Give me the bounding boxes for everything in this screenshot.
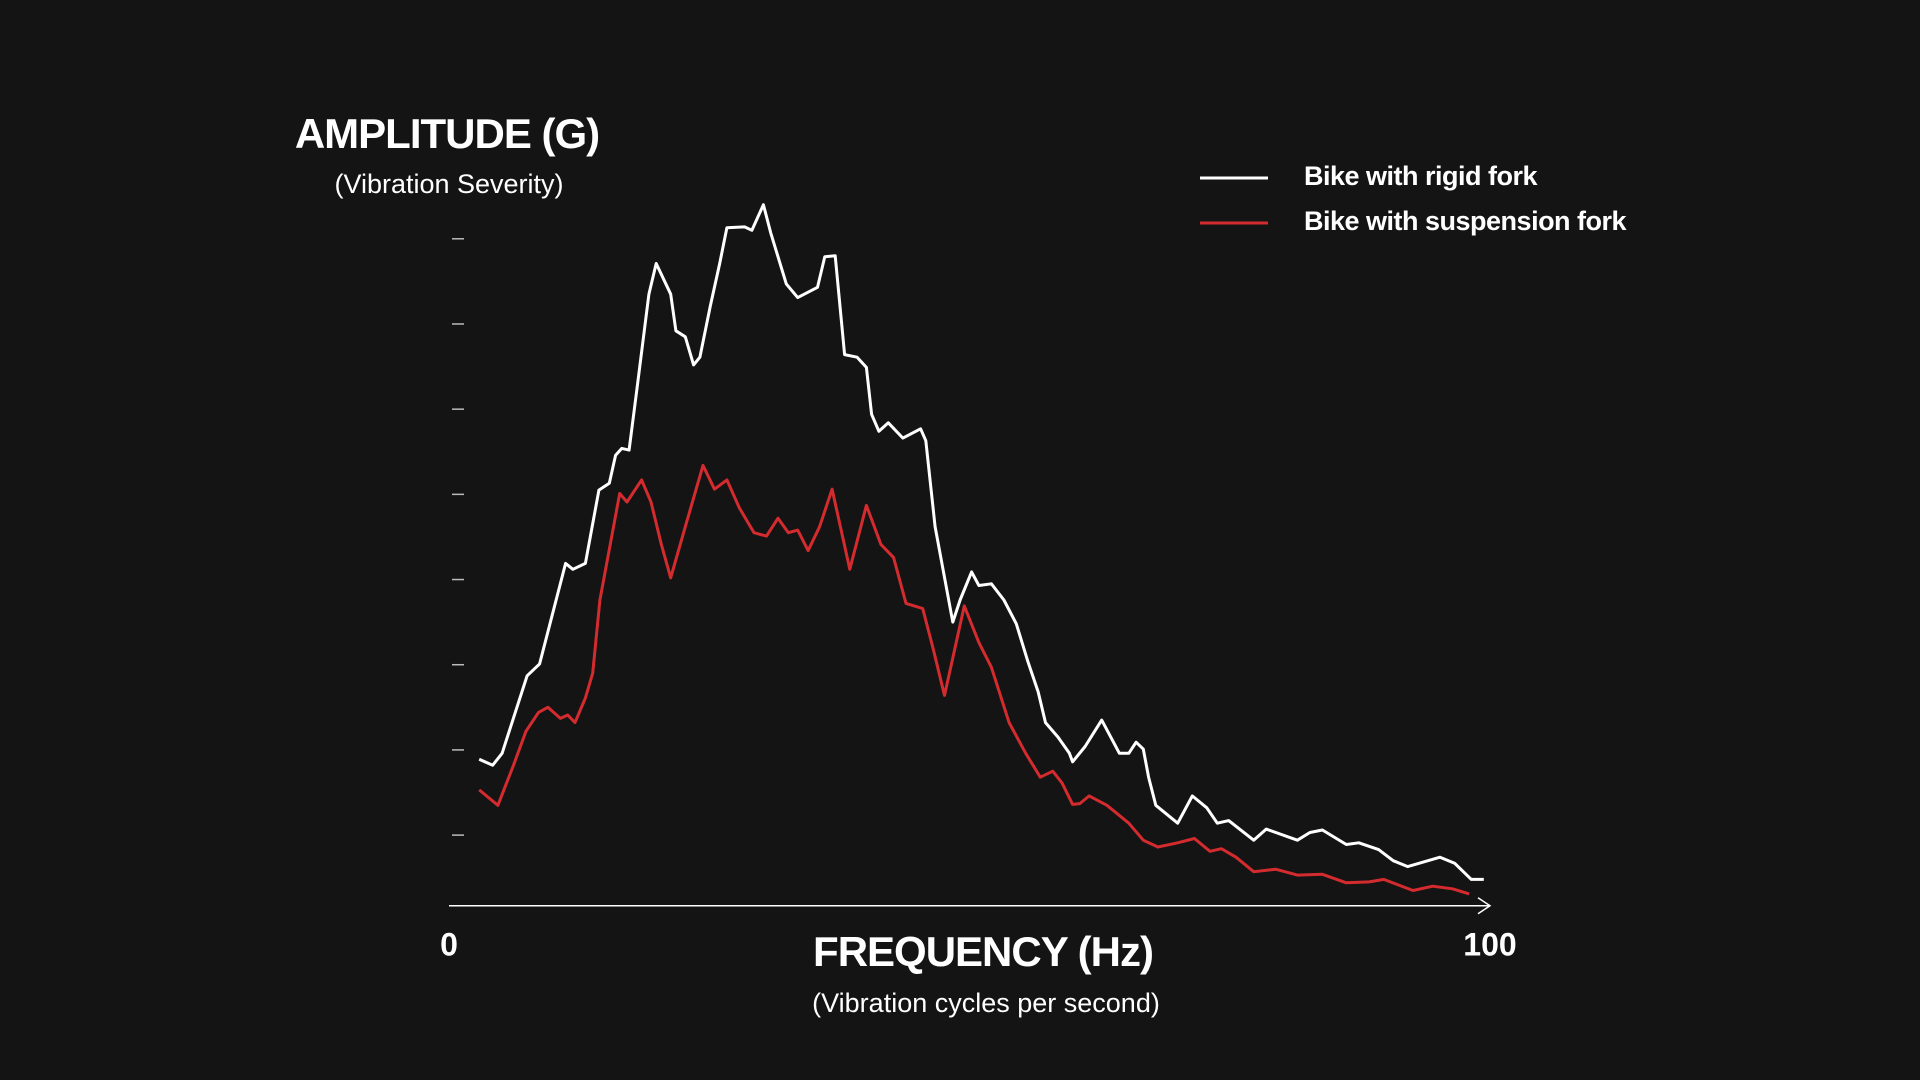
x-axis-label: FREQUENCY (Hz) [813,928,1153,975]
x-tick-label: 100 [1463,926,1516,962]
x-tick-label: 0 [440,926,458,962]
x-axis-arrow [1477,897,1492,915]
series-line [478,203,1484,881]
series-line [478,463,1470,896]
x-axis-sublabel: (Vibration cycles per second) [812,988,1160,1018]
legend-label: Bike with suspension fork [1304,206,1628,236]
legend-label: Bike with rigid fork [1304,161,1539,191]
y-axis-sublabel: (Vibration Severity) [334,169,563,199]
y-axis-label: AMPLITUDE (G) [295,110,599,157]
